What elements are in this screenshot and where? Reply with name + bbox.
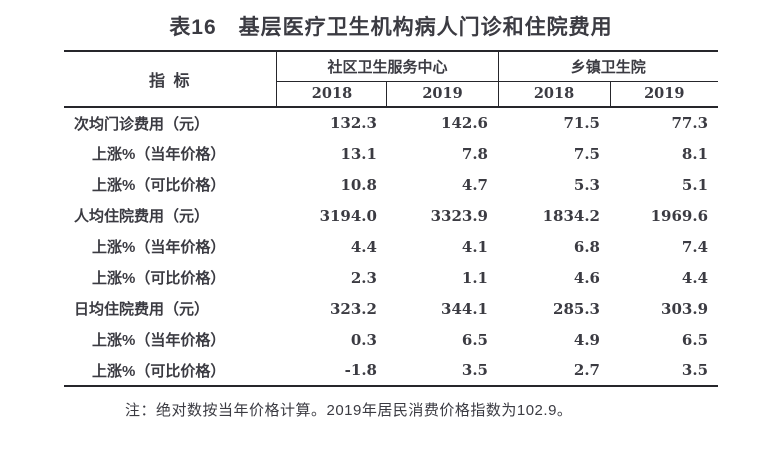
year-header-township-2019: 2019: [609, 81, 719, 108]
stats-table: 指 标 社区卫生服务中心 乡镇卫生院 2018 2019 2018 2019 次…: [63, 50, 719, 387]
table-row: 次均门诊费用（元） 132.3 142.6 71.5 77.3: [64, 107, 718, 138]
cell-value: 13.1: [340, 144, 377, 163]
cell-value: 3.5: [610, 355, 719, 387]
cell-value: 142.6: [441, 114, 488, 132]
cell-value: 285.3: [553, 299, 600, 318]
cell-value: 1.1: [461, 268, 488, 287]
row-label: 上涨%（当年价格）: [91, 239, 226, 256]
cell-value: 4.6: [573, 268, 600, 287]
table-header: 指 标 社区卫生服务中心 乡镇卫生院 2018 2019 2018 2019: [63, 51, 719, 108]
cell-value: 1834.2: [542, 206, 600, 225]
cell-value: 3323.9: [430, 206, 488, 225]
cell-value: 4.4: [350, 237, 377, 256]
table-title: 表16 基层医疗卫生机构病人门诊和住院费用: [169, 16, 613, 39]
cell-value: 6.8: [573, 237, 600, 256]
cell-value: 4.4: [681, 268, 709, 287]
cell-value: 7.8: [461, 144, 488, 163]
table-row: 上涨%（可比价格） -1.8 3.5 2.7 3.5: [63, 355, 719, 387]
row-label: 上涨%（可比价格）: [91, 270, 226, 287]
table-row: 上涨%（当年价格） 4.4 4.1 6.8 7.4: [64, 231, 718, 262]
cell-value: 5.1: [681, 175, 709, 194]
cell-value: 10.8: [340, 175, 377, 194]
year-header-community-2019: 2019: [386, 81, 498, 108]
indicator-column-header: 指 标: [63, 51, 277, 108]
cell-value: 6.5: [461, 330, 488, 349]
cell-value: 0.3: [350, 330, 377, 349]
cell-value: 71.5: [563, 114, 600, 132]
cell-value: 6.5: [681, 330, 709, 349]
row-label: 上涨%（当年价格）: [91, 146, 226, 163]
cell-value: 8.1: [681, 144, 709, 163]
row-label: 上涨%（当年价格）: [91, 332, 226, 349]
group-header-community-center: 社区卫生服务中心: [276, 51, 498, 82]
cell-value: 4.9: [573, 330, 600, 349]
cell-value: 4.1: [461, 237, 488, 256]
cell-value: 3.5: [386, 355, 498, 387]
cell-value: 1969.6: [650, 206, 709, 225]
cell-value: 303.9: [661, 299, 709, 318]
cell-value: 2.7: [498, 355, 610, 387]
row-label: 人均住院费用（元）: [73, 208, 209, 225]
group-header-township-clinic: 乡镇卫生院: [497, 51, 719, 82]
table-row: 上涨%（可比价格） 2.3 1.1 4.6 4.4: [64, 262, 718, 293]
table-row: 上涨%（可比价格） 10.8 4.7 5.3 5.1: [64, 169, 718, 200]
group-header-row: 指 标 社区卫生服务中心 乡镇卫生院: [63, 51, 719, 108]
cell-value: -1.8: [276, 355, 387, 387]
table-row: 日均住院费用（元） 323.2 344.1 285.3 303.9: [64, 293, 718, 324]
cell-value: 5.3: [573, 175, 600, 194]
table-row: 上涨%（当年价格） 13.1 7.8 7.5 8.1: [64, 138, 718, 169]
table-footnote: 注：绝对数按当年价格计算。2019年居民消费价格指数为102.9。: [125, 402, 573, 419]
table-body: 次均门诊费用（元） 132.3 142.6 71.5 77.3 上涨%（当年价格） 13.1…: [63, 107, 719, 387]
cell-value: 3194.0: [319, 206, 377, 225]
cell-value: 7.5: [573, 144, 600, 163]
cell-value: 323.2: [330, 299, 377, 318]
year-header-community-2018: 2018: [276, 81, 387, 108]
cell-value: 344.1: [441, 299, 488, 318]
row-label: 日均住院费用（元）: [73, 301, 209, 318]
year-header-township-2018: 2018: [497, 81, 610, 108]
row-label: 上涨%（可比价格）: [91, 177, 226, 194]
cell-value: 132.3: [330, 114, 377, 132]
year-header-row: 2018 2019 2018 2019: [64, 81, 719, 108]
cell-value: 2.3: [350, 268, 377, 287]
cell-value: 7.4: [681, 237, 709, 256]
cell-value: 4.7: [461, 175, 488, 194]
row-label: 次均门诊费用（元）: [73, 115, 209, 133]
document-page: 表16 基层医疗卫生机构病人门诊和住院费用 指 标 社区卫生服务中心 乡镇卫生院…: [0, 14, 782, 457]
cell-value: 77.3: [671, 114, 709, 132]
table-row: 上涨%（当年价格） 0.3 6.5 4.9 6.5: [64, 324, 718, 355]
row-label: 上涨%（可比价格）: [63, 355, 277, 387]
table-row: 人均住院费用（元） 3194.0 3323.9 1834.2 1969.6: [64, 200, 718, 231]
